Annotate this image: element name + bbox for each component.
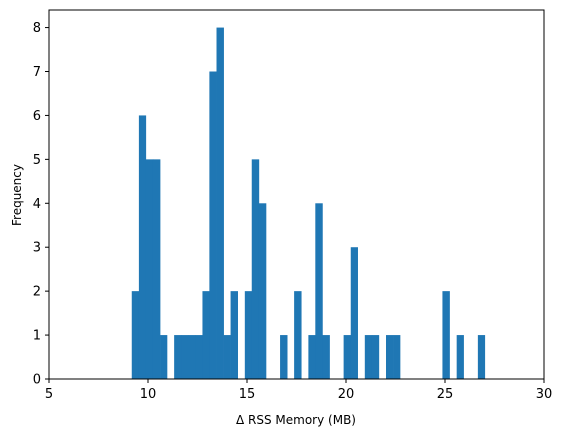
histogram-bar xyxy=(223,335,231,379)
histogram-bar xyxy=(138,115,147,380)
histogram-bars xyxy=(131,27,486,380)
histogram-bar xyxy=(350,247,358,379)
y-tick-label: 0 xyxy=(33,373,41,388)
y-tick-label: 3 xyxy=(33,241,41,256)
y-axis-label: Frequency xyxy=(10,164,24,226)
x-axis-label: Δ RSS Memory (MB) xyxy=(236,413,356,427)
histogram-bar xyxy=(188,335,196,379)
histogram-bar xyxy=(251,159,260,379)
histogram-bar xyxy=(230,291,238,379)
histogram-bar xyxy=(209,71,217,379)
histogram-bar xyxy=(195,335,203,379)
histogram-bar xyxy=(160,335,168,379)
histogram-bar xyxy=(456,335,464,379)
histogram-bar xyxy=(315,203,323,379)
histogram-bar xyxy=(152,159,161,379)
x-tick-label: 20 xyxy=(338,387,355,402)
x-tick-label: 5 xyxy=(45,387,53,402)
y-tick-label: 5 xyxy=(33,153,41,168)
histogram-bar xyxy=(386,335,394,379)
y-tick-label: 8 xyxy=(33,21,41,36)
histogram-bar xyxy=(280,335,288,379)
histogram-bar xyxy=(131,291,140,379)
histogram-bar xyxy=(308,335,316,379)
histogram-bar xyxy=(181,335,189,379)
plot-frame xyxy=(48,9,545,380)
histogram-bar xyxy=(442,291,450,379)
histogram-bar xyxy=(343,335,352,379)
x-tick-label: 10 xyxy=(140,387,157,402)
x-tick-label: 15 xyxy=(239,387,256,402)
x-tick-label: 30 xyxy=(536,387,553,402)
histogram-bar xyxy=(393,335,401,379)
histogram-bar xyxy=(202,291,210,379)
histogram-bar xyxy=(216,27,224,379)
histogram-bar xyxy=(258,203,267,379)
histogram-bar xyxy=(244,291,253,379)
histogram-bar xyxy=(477,335,486,379)
x-tick-label: 25 xyxy=(437,387,454,402)
x-axis-ticks: 5 10 15 20 25 30 xyxy=(45,379,552,402)
histogram-bar xyxy=(371,335,380,379)
histogram-bar xyxy=(174,335,182,379)
y-axis-ticks: 0 1 2 3 4 5 6 7 8 xyxy=(33,21,49,388)
histogram-bar xyxy=(145,159,154,379)
histogram-bar xyxy=(294,291,302,379)
y-tick-label: 1 xyxy=(33,329,41,344)
histogram-bar xyxy=(364,335,373,379)
y-tick-label: 2 xyxy=(33,285,41,300)
y-tick-label: 6 xyxy=(33,109,41,124)
y-tick-label: 7 xyxy=(33,65,41,80)
y-tick-label: 4 xyxy=(33,197,41,212)
histogram-bar xyxy=(322,335,330,379)
